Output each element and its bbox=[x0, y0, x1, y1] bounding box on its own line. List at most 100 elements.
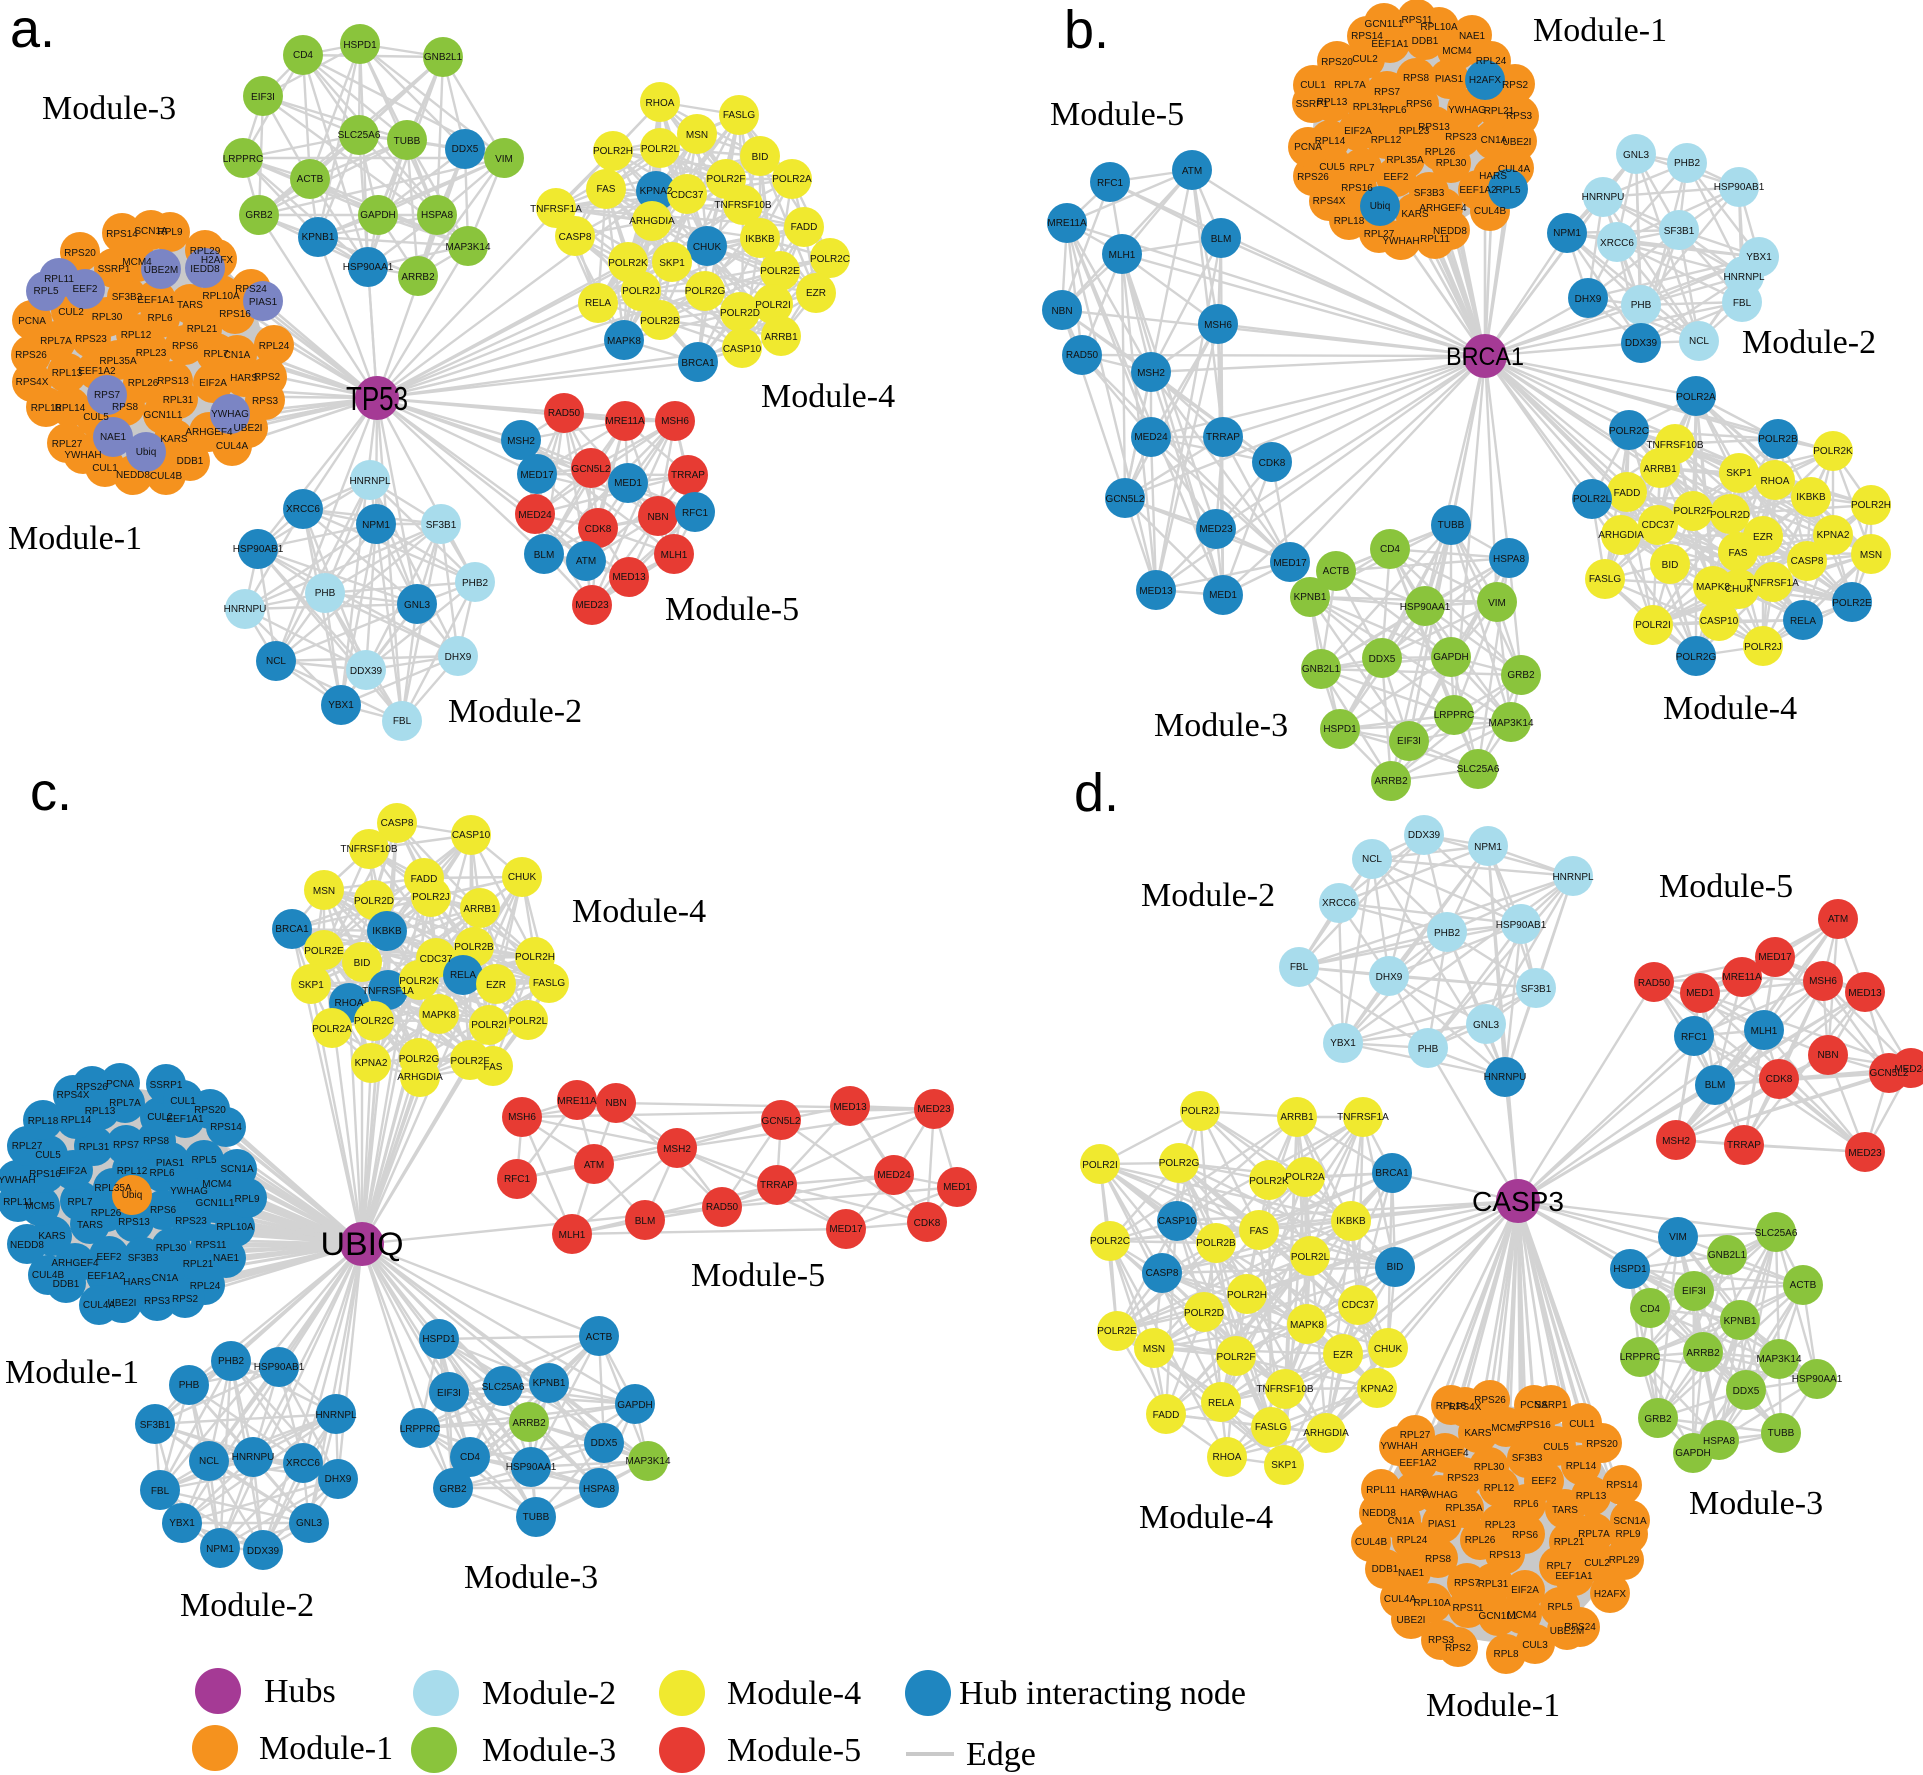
svg-text:DDB1: DDB1 bbox=[1412, 36, 1439, 47]
svg-text:RPL6: RPL6 bbox=[1381, 105, 1406, 116]
svg-text:ARHGDIA: ARHGDIA bbox=[629, 216, 675, 227]
svg-text:GNB2L1: GNB2L1 bbox=[1708, 1250, 1747, 1261]
svg-text:H2AFX: H2AFX bbox=[1469, 75, 1502, 86]
svg-text:RPL12: RPL12 bbox=[121, 330, 152, 341]
svg-text:HSP90AA1: HSP90AA1 bbox=[343, 262, 394, 273]
svg-text:RPL9: RPL9 bbox=[1615, 1529, 1640, 1540]
svg-text:RELA: RELA bbox=[450, 970, 476, 981]
svg-text:RPL27: RPL27 bbox=[12, 1141, 43, 1152]
svg-text:RPL30: RPL30 bbox=[156, 1243, 187, 1254]
svg-text:SSRP1: SSRP1 bbox=[1296, 99, 1329, 110]
svg-text:KPNA2: KPNA2 bbox=[355, 1058, 388, 1069]
svg-text:POLR2J: POLR2J bbox=[1744, 642, 1782, 653]
svg-text:MSH2: MSH2 bbox=[507, 436, 535, 447]
svg-text:Edge: Edge bbox=[966, 1736, 1036, 1773]
svg-text:EEF1A1: EEF1A1 bbox=[1555, 1571, 1593, 1582]
svg-text:CUL1: CUL1 bbox=[1300, 80, 1326, 91]
svg-text:RPL31: RPL31 bbox=[163, 395, 194, 406]
svg-text:RPL11: RPL11 bbox=[3, 1197, 33, 1208]
svg-text:LRPPRC: LRPPRC bbox=[1434, 710, 1475, 721]
svg-text:CASP8: CASP8 bbox=[381, 818, 414, 829]
svg-text:Module-3: Module-3 bbox=[42, 90, 176, 127]
svg-text:PHB: PHB bbox=[315, 588, 336, 599]
svg-text:RPL9: RPL9 bbox=[157, 227, 182, 238]
svg-text:POLR2D: POLR2D bbox=[720, 308, 760, 319]
svg-text:MSN: MSN bbox=[686, 130, 708, 141]
svg-text:RPS6: RPS6 bbox=[150, 1205, 177, 1216]
svg-text:RPL6: RPL6 bbox=[149, 1168, 174, 1179]
svg-text:KPNB1: KPNB1 bbox=[1294, 592, 1327, 603]
svg-text:POLR2H: POLR2H bbox=[515, 952, 555, 963]
svg-text:RPS7: RPS7 bbox=[1454, 1578, 1481, 1589]
svg-text:CUL5: CUL5 bbox=[35, 1150, 61, 1161]
svg-text:GRB2: GRB2 bbox=[439, 1484, 467, 1495]
svg-text:POLR2C: POLR2C bbox=[354, 1016, 394, 1027]
svg-text:BID: BID bbox=[1662, 560, 1679, 571]
svg-text:CUL2: CUL2 bbox=[1352, 54, 1378, 65]
svg-text:POLR2I: POLR2I bbox=[1082, 1160, 1118, 1171]
svg-text:TNFRSF10B: TNFRSF10B bbox=[1256, 1384, 1314, 1395]
svg-text:POLR2E: POLR2E bbox=[1832, 598, 1872, 609]
svg-text:POLR2H: POLR2H bbox=[593, 146, 633, 157]
svg-text:HNRNPL: HNRNPL bbox=[315, 1410, 357, 1421]
svg-text:UBIQ: UBIQ bbox=[321, 1226, 404, 1262]
svg-text:MED1: MED1 bbox=[943, 1182, 971, 1193]
svg-text:CUL1: CUL1 bbox=[170, 1096, 196, 1107]
svg-text:Module-3: Module-3 bbox=[1154, 707, 1288, 744]
svg-text:EIF3I: EIF3I bbox=[251, 92, 275, 103]
svg-text:ATM: ATM bbox=[1182, 166, 1202, 177]
svg-text:MSH6: MSH6 bbox=[1809, 976, 1837, 987]
svg-text:RPL12: RPL12 bbox=[1484, 1483, 1515, 1494]
svg-text:SKP1: SKP1 bbox=[659, 258, 685, 269]
svg-text:RPL21: RPL21 bbox=[1484, 106, 1515, 117]
svg-text:RPS8: RPS8 bbox=[1425, 1554, 1452, 1565]
svg-text:KARS: KARS bbox=[1464, 1428, 1492, 1439]
svg-text:RPL26: RPL26 bbox=[91, 1208, 122, 1219]
svg-text:MLH1: MLH1 bbox=[559, 1230, 586, 1241]
svg-text:Module-1: Module-1 bbox=[1426, 1687, 1560, 1724]
svg-text:GNB2L1: GNB2L1 bbox=[424, 52, 463, 63]
svg-text:RPL11: RPL11 bbox=[1366, 1485, 1396, 1496]
svg-text:MCM4: MCM4 bbox=[122, 257, 152, 268]
svg-text:RPL6: RPL6 bbox=[147, 313, 172, 324]
svg-text:RPS11: RPS11 bbox=[1453, 1603, 1484, 1614]
svg-text:RPL27: RPL27 bbox=[52, 439, 83, 450]
svg-text:HNRNPL: HNRNPL bbox=[1552, 872, 1594, 883]
svg-text:Module-5: Module-5 bbox=[727, 1732, 861, 1769]
svg-text:ARHGEF4: ARHGEF4 bbox=[1419, 203, 1467, 214]
svg-text:PHB: PHB bbox=[179, 1380, 200, 1391]
svg-text:ARRB2: ARRB2 bbox=[1374, 776, 1408, 787]
svg-text:RPL23: RPL23 bbox=[1399, 126, 1430, 137]
svg-text:CN1A: CN1A bbox=[1388, 1516, 1415, 1527]
svg-text:RPS13: RPS13 bbox=[1418, 122, 1450, 133]
svg-text:RPL7: RPL7 bbox=[1546, 1561, 1571, 1572]
svg-text:XRCC6: XRCC6 bbox=[286, 504, 320, 515]
svg-text:FADD: FADD bbox=[1614, 488, 1641, 499]
svg-text:HSP90AB1: HSP90AB1 bbox=[233, 544, 284, 555]
svg-text:PIAS1: PIAS1 bbox=[1428, 1519, 1457, 1530]
svg-text:GNB2L1: GNB2L1 bbox=[1302, 664, 1341, 675]
svg-text:RPL7A: RPL7A bbox=[1578, 1529, 1610, 1540]
svg-text:SLC25A6: SLC25A6 bbox=[1755, 1228, 1798, 1239]
svg-text:POLR2F: POLR2F bbox=[451, 1056, 490, 1067]
svg-text:DHX9: DHX9 bbox=[445, 652, 472, 663]
svg-text:ACTB: ACTB bbox=[586, 1332, 613, 1343]
svg-text:RPL5: RPL5 bbox=[1547, 1602, 1572, 1613]
svg-text:DDX5: DDX5 bbox=[591, 1438, 618, 1449]
svg-text:RPL10A: RPL10A bbox=[1413, 1598, 1451, 1609]
svg-text:SCN1A: SCN1A bbox=[1613, 1516, 1647, 1527]
svg-text:POLR2E: POLR2E bbox=[760, 266, 800, 277]
svg-text:SLC25A6: SLC25A6 bbox=[338, 130, 381, 141]
svg-text:MCM5: MCM5 bbox=[25, 1201, 55, 1212]
svg-text:YWHAH: YWHAH bbox=[1382, 236, 1419, 247]
svg-text:CUL5: CUL5 bbox=[1543, 1442, 1569, 1453]
svg-text:MED13: MED13 bbox=[833, 1102, 867, 1113]
svg-text:UBE2I: UBE2I bbox=[1397, 1615, 1426, 1626]
svg-text:CD4: CD4 bbox=[293, 50, 313, 61]
svg-text:GCN5L2: GCN5L2 bbox=[1106, 494, 1145, 505]
svg-text:Ubiq: Ubiq bbox=[136, 447, 157, 458]
svg-text:PHB2: PHB2 bbox=[462, 578, 489, 589]
svg-text:RPS4X: RPS4X bbox=[57, 1090, 90, 1101]
svg-text:POLR2D: POLR2D bbox=[354, 896, 394, 907]
svg-text:RPS26: RPS26 bbox=[1297, 172, 1329, 183]
